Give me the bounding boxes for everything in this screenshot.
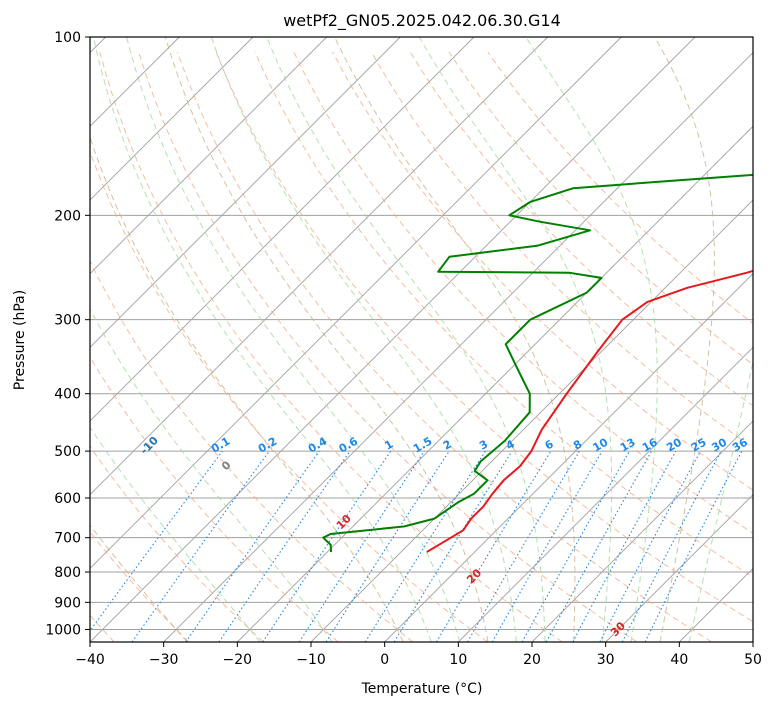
mixing-ratio-line — [90, 450, 223, 632]
x-tick-label: 50 — [744, 652, 762, 668]
isobar-grid — [90, 37, 753, 630]
moist-adiabat-line — [334, 37, 576, 642]
y-tick-label: 300 — [54, 313, 81, 329]
isotherm-line — [90, 37, 622, 569]
dry-adiabat-line — [293, 51, 753, 534]
chart-title: wetPf2_GN05.2025.042.06.30.G14 — [283, 11, 561, 31]
y-tick-label: 800 — [54, 565, 81, 581]
isotherm-line — [163, 52, 753, 642]
dry-adiabat-line — [487, 51, 753, 325]
data-series — [322, 173, 753, 553]
x-tick-label: 30 — [597, 652, 615, 668]
isotherm-line — [605, 494, 753, 642]
x-tick-label: 10 — [449, 652, 467, 668]
isotherm-line — [90, 37, 254, 201]
mixing-ratio-line — [572, 450, 677, 642]
temperature-profile-line — [426, 269, 753, 553]
moist-adiabat-line — [90, 308, 333, 642]
x-tick-label: −10 — [296, 652, 326, 668]
dry-adiabats — [90, 51, 753, 642]
moist-adiabat-line — [210, 37, 517, 642]
x-tick-label: 0 — [380, 652, 389, 668]
moist-adiabat-line — [126, 37, 461, 642]
mixing-ratio-line — [393, 450, 513, 642]
moist-adiabat-line — [90, 426, 261, 642]
mixing-ratio-line — [131, 450, 270, 642]
dry-adiabat-line — [332, 51, 753, 491]
y-tick-label: 900 — [54, 595, 81, 611]
plot-frame — [89, 36, 754, 643]
y-tick-label: 1000 — [45, 622, 81, 638]
moist-adiabat-line — [266, 37, 546, 642]
dry-adiabat-line — [90, 356, 339, 642]
moist-adiabat-line — [688, 358, 753, 642]
mixing-ratio-line — [262, 450, 392, 642]
dry-adiabat-line — [176, 51, 712, 642]
dry-adiabat-line — [138, 51, 638, 642]
moist-adiabat-line — [164, 37, 489, 642]
y-tick-label: 500 — [54, 444, 81, 460]
dry-adiabat-line — [99, 51, 563, 642]
y-tick-label: 700 — [54, 531, 81, 547]
x-axis-label: Temperature (°C) — [361, 681, 483, 697]
isotherm-grid — [90, 37, 753, 642]
isotherm-line — [531, 420, 753, 642]
x-tick-label: −20 — [223, 652, 253, 668]
isotherm-line — [237, 125, 753, 642]
dry-adiabat-line — [90, 259, 414, 642]
mixing-ratio-line — [521, 450, 630, 642]
y-tick-label: 400 — [54, 387, 81, 403]
mixing-ratio-line — [298, 450, 425, 642]
mixing-ratio-lines — [90, 450, 743, 642]
dry-adiabat-line — [90, 150, 488, 642]
y-axis-label: Pressure (hPa) — [12, 290, 28, 390]
isotherm-line — [458, 346, 753, 642]
x-tick-label: 40 — [670, 652, 688, 668]
moist-adiabat-line — [90, 135, 404, 642]
dry-adiabat-line — [90, 445, 264, 642]
isotherm-line — [90, 37, 475, 422]
y-tick-label: 200 — [54, 208, 81, 224]
dry-adiabat-line — [215, 51, 753, 623]
x-tick-label: 20 — [523, 652, 541, 668]
y-tick-label: 600 — [54, 491, 81, 507]
mixing-ratio-line — [185, 450, 320, 642]
dry-adiabat-line — [448, 51, 753, 366]
moist-adiabat-line — [418, 37, 613, 642]
x-axis-ticks: −40 −30 −20 −10 0 10 20 30 40 50 — [75, 642, 762, 668]
x-tick-label: −40 — [75, 652, 105, 668]
isotherm-line — [90, 37, 327, 275]
mixing-ratio-line — [325, 450, 450, 642]
y-axis-ticks: 100 200 300 400 500 600 700 800 900 1000 — [45, 30, 90, 638]
y-tick-label: 100 — [54, 30, 81, 46]
dewpoint-profile-line — [322, 173, 753, 553]
moist-adiabat-line — [90, 524, 188, 642]
isotherm-line — [384, 273, 753, 642]
moist-adiabat-line — [525, 37, 658, 642]
plot-area: 0.10.20.40.611.52346810131620253036-100-… — [90, 37, 753, 642]
isotherm-line — [90, 37, 548, 496]
mixing-ratio-line — [545, 450, 653, 642]
x-tick-label: −30 — [149, 652, 179, 668]
dry-adiabat-line — [370, 51, 753, 449]
mixing-ratio-line — [644, 450, 743, 642]
moist-adiabat-line — [92, 37, 432, 642]
isotherm-line — [90, 37, 696, 642]
dry-adiabat-line — [254, 51, 753, 578]
isotherm-line — [90, 37, 401, 348]
dry-adiabat-line — [409, 51, 753, 407]
mixing-ratio-line — [218, 450, 351, 642]
